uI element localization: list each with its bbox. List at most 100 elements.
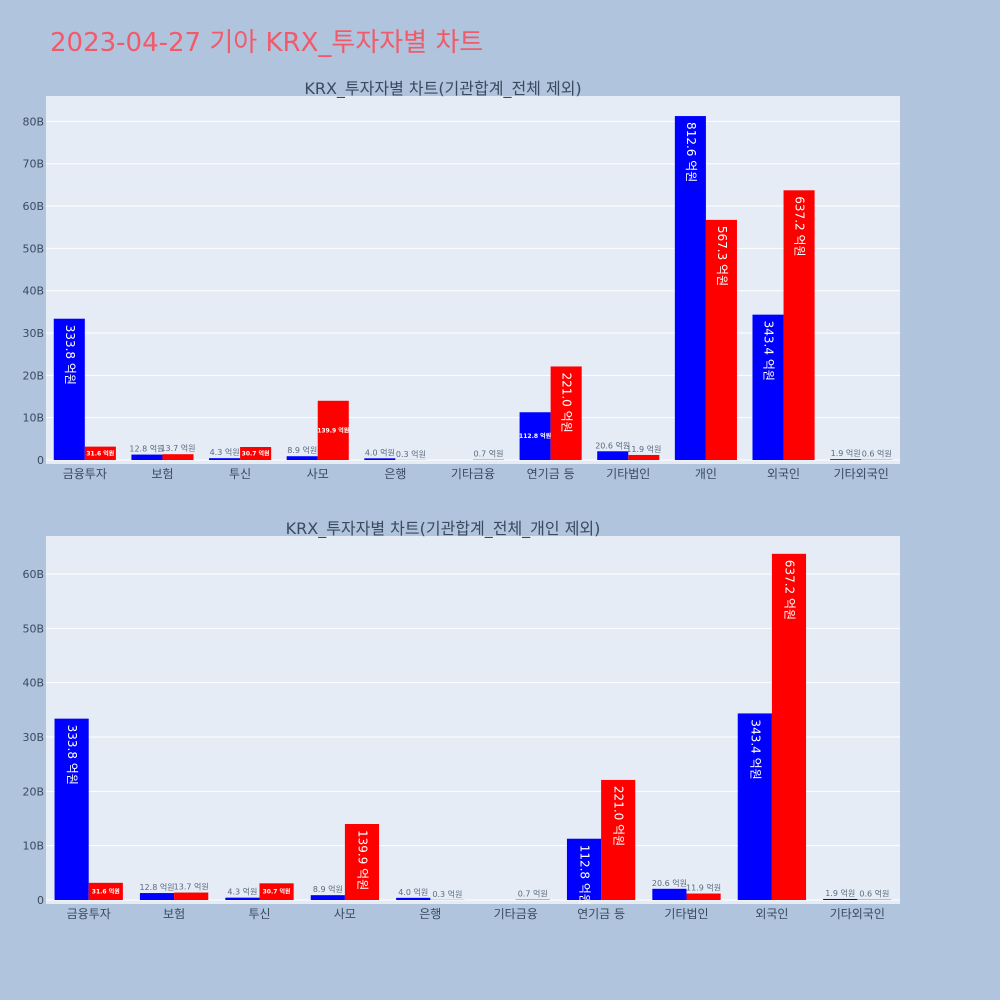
bar-data-label: 31.6 억원 (86, 449, 114, 457)
x-tick-label: 기타외국인 (834, 467, 889, 481)
y-tick-label: 50B (22, 622, 44, 635)
bar (131, 454, 163, 460)
y-tick-label: 60B (22, 568, 44, 581)
y-tick-label: 0 (37, 894, 44, 907)
bar-data-label: 812.6 억원 (684, 122, 698, 182)
bar-data-label: 8.9 억원 (313, 884, 343, 894)
bar-data-label: 4.0 억원 (365, 447, 395, 457)
y-tick-label: 20B (22, 369, 44, 382)
bar-data-label: 343.4 억원 (762, 321, 776, 381)
x-tick-label: 기타금융 (451, 467, 495, 481)
bar (550, 366, 582, 460)
bar (771, 553, 807, 900)
y-tick-label: 50B (22, 242, 44, 255)
bar (652, 888, 687, 900)
bar-data-label: 0.3 억원 (396, 449, 426, 459)
x-tick-label: 은행 (419, 906, 441, 921)
page-title: 2023-04-27 기아 KRX_투자자별 차트 (50, 28, 484, 58)
bar (519, 412, 551, 460)
chart-title: KRX_투자자별 차트(기관합계_전체 제외) (304, 79, 581, 99)
x-tick-label: 외국인 (755, 907, 788, 921)
bar (830, 459, 862, 460)
bar-data-label: 0.7 억원 (518, 889, 548, 899)
y-tick-label: 40B (22, 285, 44, 298)
bar (783, 190, 815, 460)
y-tick-label: 10B (22, 412, 44, 425)
bar (286, 456, 318, 460)
y-tick-label: 30B (22, 327, 44, 340)
bar-data-label: 11.9 억원 (626, 444, 661, 454)
bar-data-label: 0.7 억원 (474, 449, 504, 459)
bar-data-label: 12.8 억원 (139, 882, 174, 892)
bar-data-label: 343.4 억원 (748, 719, 762, 779)
x-tick-label: 기타외국인 (830, 907, 885, 921)
bar-data-label: 4.3 억원 (227, 887, 257, 897)
bar (737, 713, 772, 900)
bar-data-label: 8.9 억원 (287, 445, 317, 455)
bar-data-label: 637.2 억원 (782, 560, 796, 620)
bar (225, 897, 260, 900)
bar-data-label: 221.0 억원 (612, 786, 626, 846)
y-tick-label: 60B (22, 200, 44, 213)
bar (674, 116, 706, 461)
bar-data-label: 20.6 억원 (595, 440, 630, 450)
bar (705, 219, 737, 460)
y-tick-label: 30B (22, 731, 44, 744)
bar (823, 898, 858, 900)
bar (174, 892, 209, 900)
bar (209, 458, 241, 460)
bar (601, 779, 636, 900)
bar (686, 893, 721, 900)
bar-data-label: 30.7 억원 (242, 450, 270, 458)
bar-data-label: 0.6 억원 (859, 889, 889, 899)
bar-data-label: 4.3 억원 (210, 447, 240, 457)
bar-data-label: 221.0 억원 (560, 372, 574, 432)
x-tick-label: 보험 (151, 467, 173, 481)
bar (310, 895, 345, 900)
x-tick-label: 사모 (307, 467, 329, 481)
x-tick-label: 기타금융 (494, 907, 538, 921)
bar (344, 823, 380, 900)
bar-data-label: 30.7 억원 (263, 888, 291, 896)
bar (84, 446, 116, 460)
y-tick-label: 0 (37, 454, 44, 467)
bar-data-label: 0.3 억원 (432, 889, 462, 899)
x-tick-label: 개인 (695, 467, 717, 481)
bar-data-label: 0.6 억원 (862, 449, 892, 459)
bar-data-label: 1.9 억원 (831, 448, 861, 458)
x-tick-label: 연기금 등 (527, 467, 575, 481)
bar-data-label: 11.9 억원 (686, 883, 721, 893)
bar (597, 451, 629, 460)
bar-data-label: 112.8 억원 (519, 432, 551, 440)
bar (139, 893, 175, 900)
bar-data-label: 31.6 억원 (92, 887, 120, 895)
bar-data-label: 12.8 억원 (129, 444, 164, 454)
x-tick-label: 기타법인 (664, 907, 708, 921)
x-tick-label: 금융투자 (67, 907, 111, 921)
bar (88, 882, 123, 900)
bar (396, 897, 431, 900)
bar-data-label: 139.9 억원 (317, 426, 349, 434)
bar (259, 883, 294, 900)
bar (628, 454, 660, 460)
bar-data-label: 4.0 억원 (398, 887, 428, 897)
bar-data-label: 13.7 억원 (160, 443, 195, 453)
bar (364, 458, 396, 460)
bar-data-label: 139.9 억원 (355, 830, 369, 890)
bar-data-label: 112.8 억원 (578, 845, 592, 905)
bar (53, 318, 85, 460)
y-tick-label: 70B (22, 158, 44, 171)
x-tick-label: 기타법인 (606, 467, 650, 481)
bar-data-label: 13.7 억원 (174, 882, 209, 892)
x-tick-label: 투신 (229, 467, 251, 481)
x-tick-label: 투신 (248, 907, 270, 921)
x-tick-label: 보험 (163, 907, 185, 921)
bar-data-label: 333.8 억원 (65, 725, 79, 785)
bar-data-label: 637.2 억원 (793, 196, 807, 256)
y-tick-label: 40B (22, 677, 44, 690)
bar-data-label: 567.3 억원 (715, 226, 729, 286)
x-tick-label: 사모 (334, 907, 356, 921)
y-tick-label: 20B (22, 785, 44, 798)
y-tick-label: 80B (22, 115, 44, 128)
